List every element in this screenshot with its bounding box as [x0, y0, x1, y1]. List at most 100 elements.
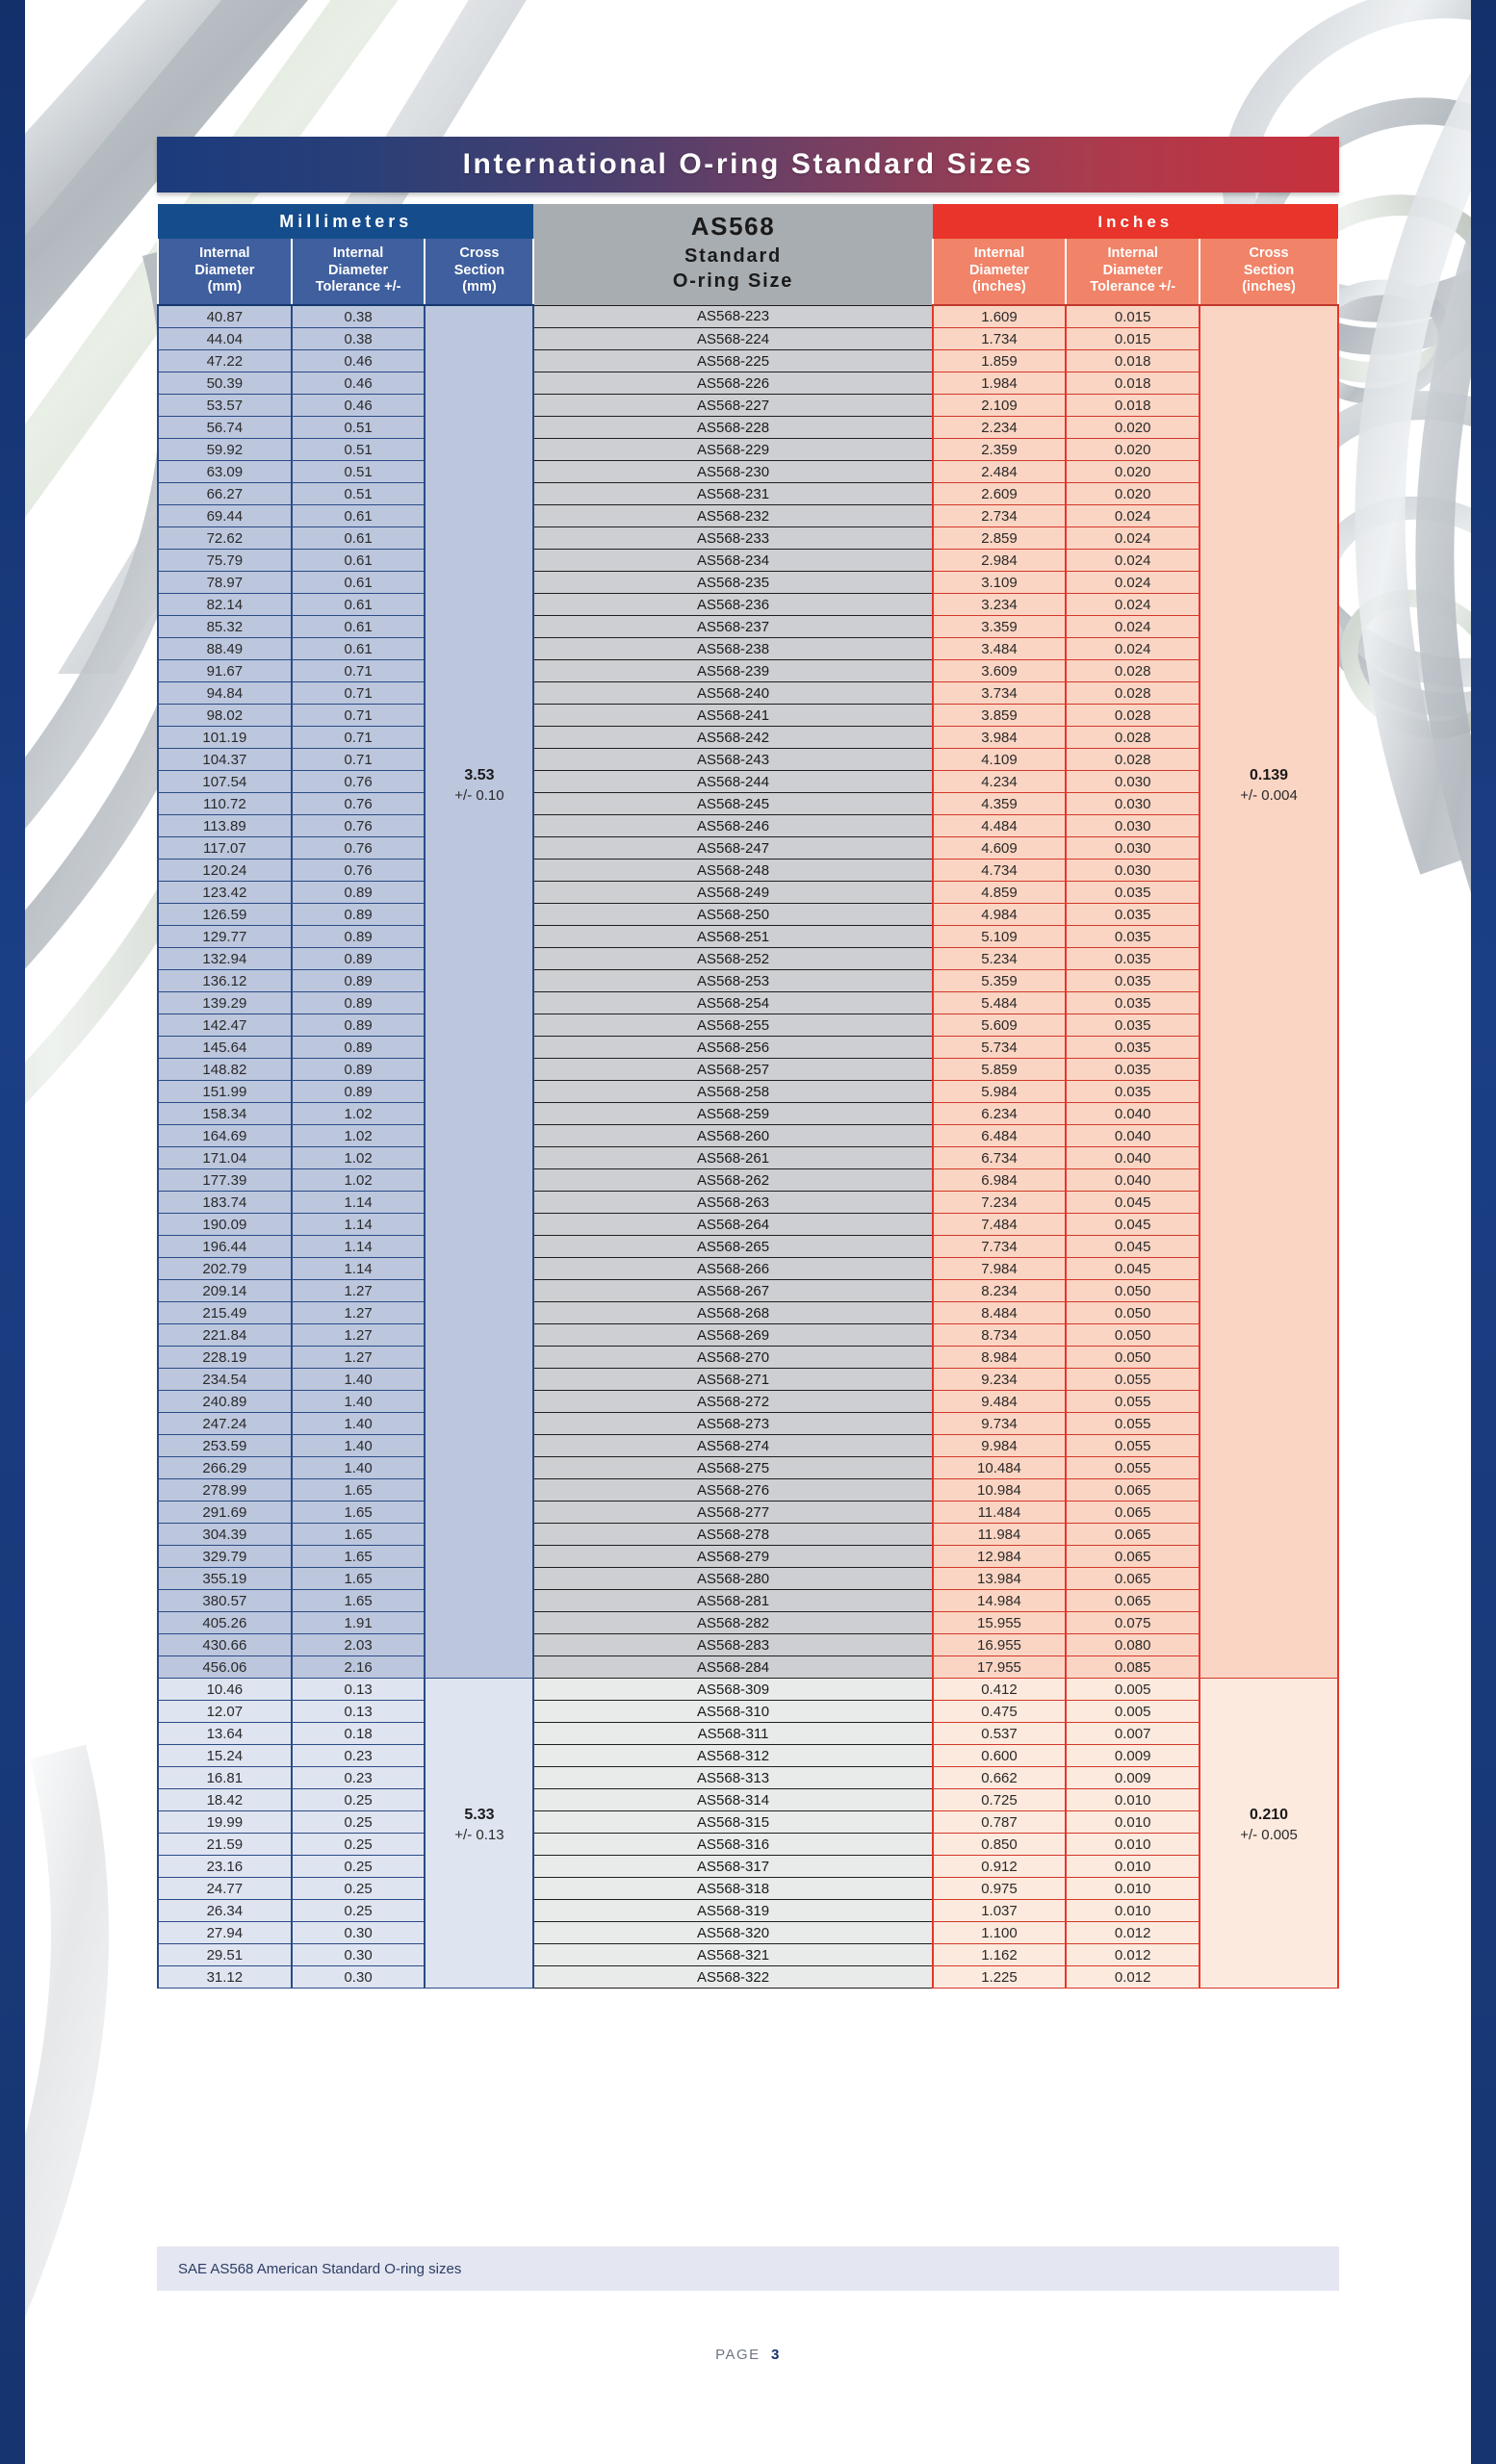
cell-as568-size: AS568-250 — [533, 903, 933, 927]
cell-in-tolerance: 0.065 — [1065, 1523, 1201, 1547]
cell-mm-tolerance: 0.38 — [290, 304, 426, 329]
cell-mm-tolerance: 0.25 — [290, 1877, 426, 1901]
mm-cross-section-tolerance: +/- 0.13 — [454, 1826, 504, 1843]
cell-as568-size: AS568-268 — [533, 1301, 933, 1325]
table-row: 215.49 1.27 AS568-268 8.484 0.050 — [157, 1301, 1338, 1325]
cell-mm-tolerance: 1.14 — [290, 1235, 426, 1259]
table-row: 117.07 0.76 AS568-247 4.609 0.030 — [157, 836, 1338, 860]
cell-in-internal-diameter: 5.109 — [931, 925, 1068, 949]
cell-in-tolerance: 0.018 — [1065, 372, 1201, 396]
cell-mm-internal-diameter: 98.02 — [157, 704, 293, 728]
cell-in-internal-diameter: 7.984 — [931, 1257, 1068, 1281]
cell-as568-size: AS568-246 — [533, 814, 933, 838]
cell-as568-size: AS568-277 — [533, 1501, 933, 1525]
cell-mm-internal-diameter: 278.99 — [157, 1478, 293, 1502]
table-row: 113.89 0.76 AS568-246 4.484 0.030 — [157, 814, 1338, 838]
cell-mm-internal-diameter: 228.19 — [157, 1346, 293, 1370]
cell-in-internal-diameter: 4.859 — [931, 881, 1068, 905]
cell-in-tolerance: 0.005 — [1065, 1678, 1201, 1702]
cell-in-internal-diameter: 5.484 — [931, 991, 1068, 1015]
cell-in-internal-diameter: 15.955 — [931, 1611, 1068, 1635]
cell-in-internal-diameter: 4.359 — [931, 792, 1068, 816]
cell-in-internal-diameter: 8.984 — [931, 1346, 1068, 1370]
in-cross-section-value: 0.139 — [1250, 767, 1289, 784]
cell-in-tolerance: 0.035 — [1065, 1080, 1201, 1104]
cell-as568-size: AS568-311 — [533, 1722, 933, 1746]
cell-as568-size: AS568-271 — [533, 1368, 933, 1392]
cell-in-tolerance: 0.007 — [1065, 1722, 1201, 1746]
cell-in-tolerance: 0.040 — [1065, 1146, 1201, 1170]
cell-mm-internal-diameter: 104.37 — [157, 748, 293, 772]
cell-as568-size: AS568-266 — [533, 1257, 933, 1281]
table-row: 304.39 1.65 AS568-278 11.984 0.065 — [157, 1523, 1338, 1547]
cell-mm-tolerance: 0.76 — [290, 770, 426, 794]
cell-in-tolerance: 0.050 — [1065, 1346, 1201, 1370]
cell-mm-internal-diameter: 19.99 — [157, 1810, 293, 1835]
cell-as568-size: AS568-235 — [533, 571, 933, 595]
table-row: 202.79 1.14 AS568-266 7.984 0.045 — [157, 1257, 1338, 1281]
cell-in-internal-diameter: 1.225 — [931, 1965, 1068, 1989]
cell-in-tolerance: 0.065 — [1065, 1567, 1201, 1591]
cell-mm-internal-diameter: 117.07 — [157, 836, 293, 860]
in-cs-line1: Cross — [1249, 245, 1289, 261]
cell-mm-internal-diameter: 66.27 — [157, 482, 293, 506]
cell-in-internal-diameter: 4.734 — [931, 859, 1068, 883]
mm-id-line3: (mm) — [207, 279, 243, 295]
cell-in-tolerance: 0.015 — [1065, 304, 1201, 329]
cell-as568-size: AS568-237 — [533, 615, 933, 639]
cell-as568-size: AS568-258 — [533, 1080, 933, 1104]
cell-mm-internal-diameter: 151.99 — [157, 1080, 293, 1104]
cell-in-tolerance: 0.009 — [1065, 1744, 1201, 1768]
cell-in-tolerance: 0.030 — [1065, 770, 1201, 794]
table-row: 91.67 0.71 AS568-239 3.609 0.028 — [157, 659, 1338, 683]
cell-in-internal-diameter: 11.484 — [931, 1501, 1068, 1525]
mm-cs-line3: (mm) — [462, 279, 497, 295]
in-tol-line3: Tolerance +/- — [1090, 279, 1176, 295]
cell-mm-internal-diameter: 91.67 — [157, 659, 293, 683]
cell-mm-internal-diameter: 72.62 — [157, 526, 293, 551]
cell-mm-internal-diameter: 221.84 — [157, 1323, 293, 1348]
table-row: 13.64 0.18 AS568-311 0.537 0.007 — [157, 1722, 1338, 1746]
cell-in-tolerance: 0.055 — [1065, 1412, 1201, 1436]
cell-in-tolerance: 0.040 — [1065, 1124, 1201, 1148]
cell-mm-internal-diameter: 15.24 — [157, 1744, 293, 1768]
cell-as568-size: AS568-230 — [533, 460, 933, 484]
table-row: 132.94 0.89 AS568-252 5.234 0.035 — [157, 947, 1338, 971]
cell-as568-size: AS568-225 — [533, 349, 933, 373]
table-row: 40.87 0.38 3.53 +/- 0.10 AS568-223 1.609 0.015… — [157, 304, 1339, 1680]
cell-mm-internal-diameter: 69.44 — [157, 504, 293, 528]
cell-in-internal-diameter: 16.955 — [931, 1633, 1068, 1657]
as568-title-line3: O-ring Size — [672, 270, 794, 293]
cell-mm-internal-diameter: 18.42 — [157, 1788, 293, 1812]
cell-in-internal-diameter: 1.037 — [931, 1899, 1068, 1923]
cell-mm-tolerance: 0.71 — [290, 704, 426, 728]
mm-tol-line1: Internal — [332, 245, 384, 261]
cell-as568-size: AS568-241 — [533, 704, 933, 728]
cell-mm-tolerance: 2.16 — [290, 1656, 426, 1680]
cell-mm-internal-diameter: 190.09 — [157, 1213, 293, 1237]
table-row: 110.72 0.76 AS568-245 4.359 0.030 — [157, 792, 1338, 816]
cell-in-tolerance: 0.045 — [1065, 1257, 1201, 1281]
cell-in-internal-diameter: 7.234 — [931, 1191, 1068, 1215]
table-row: 148.82 0.89 AS568-257 5.859 0.035 — [157, 1058, 1338, 1082]
cell-in-tolerance: 0.010 — [1065, 1833, 1201, 1857]
cell-mm-tolerance: 0.61 — [290, 526, 426, 551]
oring-size-table: Millimeters AS568 Standard O-ring Size I… — [157, 204, 1339, 1989]
table-row: 56.74 0.51 AS568-228 2.234 0.020 — [157, 416, 1338, 440]
cell-in-internal-diameter: 0.662 — [931, 1766, 1068, 1790]
in-tol-line1: Internal — [1107, 245, 1158, 261]
cell-in-tolerance: 0.010 — [1065, 1855, 1201, 1879]
cell-in-tolerance: 0.030 — [1065, 792, 1201, 816]
cell-in-tolerance: 0.040 — [1065, 1168, 1201, 1193]
table-row: 190.09 1.14 AS568-264 7.484 0.045 — [157, 1213, 1338, 1237]
cell-in-tolerance: 0.005 — [1065, 1700, 1201, 1724]
table-row: 104.37 0.71 AS568-243 4.109 0.028 — [157, 748, 1338, 772]
cell-mm-tolerance: 0.71 — [290, 726, 426, 750]
cell-mm-internal-diameter: 132.94 — [157, 947, 293, 971]
cell-mm-tolerance: 1.02 — [290, 1124, 426, 1148]
cell-in-tolerance: 0.028 — [1065, 659, 1201, 683]
cell-mm-tolerance: 1.14 — [290, 1213, 426, 1237]
mm-cross-section-value: 3.53 — [464, 767, 495, 784]
cell-in-internal-diameter: 0.600 — [931, 1744, 1068, 1768]
cell-in-tolerance: 0.055 — [1065, 1434, 1201, 1458]
